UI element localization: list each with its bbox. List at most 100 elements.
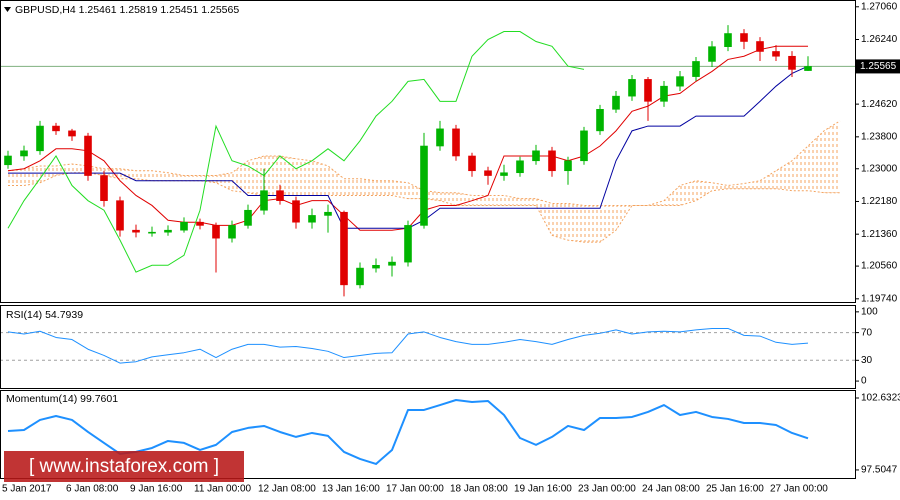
x-tick-label: 9 Jan 16:00 xyxy=(130,484,183,495)
y-tick-label: 97.5047 xyxy=(861,465,898,476)
candle-body xyxy=(100,175,108,201)
last-price-label: 1.25565 xyxy=(860,61,897,72)
candle-body xyxy=(340,211,348,286)
momentum-title: Momentum(14) 99.7601 xyxy=(6,393,118,405)
x-tick-label: 17 Jan 00:00 xyxy=(386,484,444,495)
x-tick-label: 23 Jan 00:00 xyxy=(578,484,636,495)
candle-body xyxy=(356,267,364,286)
candle-body xyxy=(724,33,732,47)
indicator-line xyxy=(7,327,809,364)
candle-body xyxy=(740,33,748,42)
candle-body xyxy=(596,109,604,132)
x-tick-label: 6 Jan 08:00 xyxy=(66,484,119,495)
candle-body xyxy=(4,155,12,166)
y-tick-label: 1.19740 xyxy=(861,293,898,304)
rsi-title: RSI(14) 54.7939 xyxy=(6,309,83,321)
candle-body xyxy=(692,61,700,77)
y-tick-label: 1.20560 xyxy=(861,261,898,272)
y-tick-label: 30 xyxy=(861,355,873,366)
candle-body xyxy=(548,150,556,172)
panel-frame xyxy=(0,390,856,479)
candle-body xyxy=(628,79,636,97)
candle-body xyxy=(36,125,44,152)
x-tick-label: 19 Jan 16:00 xyxy=(514,484,572,495)
candle-body xyxy=(788,55,796,70)
candle-body xyxy=(52,125,60,132)
y-tick-label: 1.23000 xyxy=(861,163,898,174)
candle-body xyxy=(452,128,460,157)
candle-body xyxy=(756,41,764,52)
candle-body xyxy=(244,209,252,226)
candle-body xyxy=(180,221,188,231)
x-tick-label: 27 Jan 00:00 xyxy=(770,484,828,495)
candle-body xyxy=(484,170,492,176)
candle-body xyxy=(132,229,140,233)
candle-body xyxy=(276,190,284,201)
x-tick-label: 18 Jan 08:00 xyxy=(450,484,508,495)
candle-body xyxy=(292,200,300,223)
candle-body xyxy=(468,155,476,172)
y-tick-label: 1.27060 xyxy=(861,1,898,12)
panel-frame xyxy=(0,305,856,389)
candle-body xyxy=(660,85,668,102)
candle-body xyxy=(436,128,444,147)
candle-body xyxy=(500,172,508,176)
candle-body xyxy=(372,264,380,269)
panel xyxy=(1,25,855,297)
candle-body xyxy=(68,130,76,137)
y-tick-label: 102.6323 xyxy=(861,393,900,404)
chart-title: GBPUSD,H4 1.25461 1.25819 1.25451 1.2556… xyxy=(15,4,239,16)
x-tick-label: 24 Jan 08:00 xyxy=(642,484,700,495)
candle-body xyxy=(196,221,204,226)
candle-body xyxy=(612,95,620,110)
y-tick-label: 1.24620 xyxy=(861,99,898,110)
candle-body xyxy=(308,215,316,223)
y-tick-label: 1.21360 xyxy=(861,229,898,240)
candle-body xyxy=(708,46,716,62)
candle-body xyxy=(772,51,780,57)
x-tick-label: 5 Jan 2017 xyxy=(2,484,52,495)
panel-frame xyxy=(0,0,856,303)
panel xyxy=(1,327,855,364)
y-tick-label: 1.23800 xyxy=(861,131,898,142)
candle-body xyxy=(532,150,540,162)
candle-body xyxy=(644,79,652,102)
x-tick-label: 25 Jan 16:00 xyxy=(706,484,764,495)
candle-body xyxy=(260,190,268,211)
y-tick-label: 70 xyxy=(861,327,873,338)
y-tick-label: 0 xyxy=(861,376,867,387)
candle-body xyxy=(164,229,172,233)
candle-body xyxy=(228,225,236,239)
candle-body xyxy=(116,200,124,231)
candle-body xyxy=(404,225,412,263)
candle-body xyxy=(388,261,396,266)
indicator-line xyxy=(7,31,585,273)
candle-body xyxy=(564,160,572,172)
y-tick-label: 1.22180 xyxy=(861,196,898,207)
x-tick-label: 11 Jan 00:00 xyxy=(194,484,252,495)
y-tick-label: 100 xyxy=(861,306,878,317)
panel xyxy=(7,398,809,465)
candle-body xyxy=(148,231,156,234)
x-tick-label: 13 Jan 16:00 xyxy=(322,484,380,495)
candle-body xyxy=(84,135,92,176)
candle-body xyxy=(20,150,28,157)
cloud-edge xyxy=(7,120,841,206)
watermark-box xyxy=(4,451,244,482)
candle-body xyxy=(676,76,684,87)
collapse-icon xyxy=(4,7,11,12)
candle-body xyxy=(324,211,332,216)
x-tick-label: 12 Jan 08:00 xyxy=(258,484,316,495)
last-price-box xyxy=(856,59,900,74)
candle-body xyxy=(212,225,220,239)
indicator-line xyxy=(7,398,809,465)
watermark: [ www.instaforex.com ] xyxy=(29,456,219,477)
candle-body xyxy=(804,66,812,71)
candle-body xyxy=(516,160,524,174)
y-tick-label: 1.26240 xyxy=(861,34,898,45)
candle-body xyxy=(580,130,588,162)
candle-body xyxy=(420,145,428,226)
